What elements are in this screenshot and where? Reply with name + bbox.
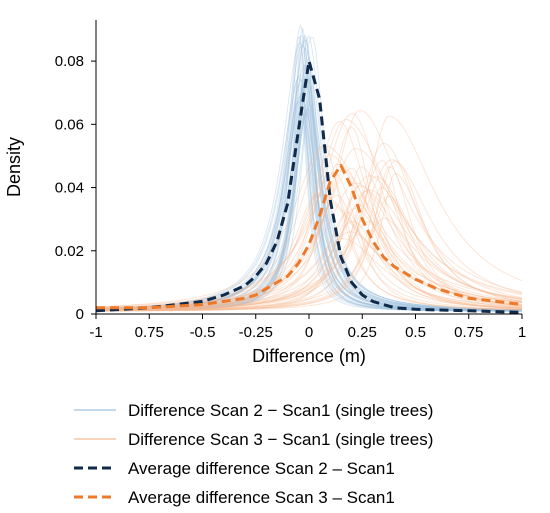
single-tree-line-scan3-30 xyxy=(96,160,522,311)
single-tree-line-scan2-31 xyxy=(96,111,522,312)
x-tick-label: -0.5 xyxy=(190,324,216,341)
y-tick-label: 0.02 xyxy=(55,243,84,260)
x-tick-label: -0.25 xyxy=(239,324,273,341)
single-tree-line-scan2-23 xyxy=(96,27,522,312)
legend-label: Difference Scan 3 − Scan1 (single trees) xyxy=(128,430,433,449)
single-tree-line-scan3-22 xyxy=(96,204,522,311)
single-tree-line-scan2-35 xyxy=(96,77,522,312)
single-tree-line-scan3-16 xyxy=(96,165,522,312)
x-tick-label: -1 xyxy=(89,324,102,341)
single-tree-line-scan3-20 xyxy=(96,211,522,311)
single-tree-line-scan2-29 xyxy=(96,110,522,312)
single-tree-line-scan2-38 xyxy=(96,36,522,312)
single-tree-line-scan2-21 xyxy=(96,112,522,312)
single-tree-line-scan3-38 xyxy=(96,160,522,311)
x-axis-title: Difference (m) xyxy=(252,346,366,366)
single-tree-line-scan3-13 xyxy=(96,154,522,311)
single-tree-line-scan2-4 xyxy=(96,109,522,312)
y-tick-label: 0.08 xyxy=(55,53,84,70)
single-tree-line-scan3-31 xyxy=(96,166,522,312)
single-tree-line-scan2-28 xyxy=(96,35,522,311)
single-tree-line-scan2-5 xyxy=(96,100,522,312)
single-tree-line-scan3-33 xyxy=(96,190,522,312)
scan3-single-tree-lines xyxy=(96,109,522,312)
single-tree-line-scan3-12 xyxy=(96,173,522,312)
y-tick-label: 0.06 xyxy=(55,116,84,133)
single-tree-line-scan3-24 xyxy=(96,115,522,311)
single-tree-line-scan3-37 xyxy=(96,194,522,311)
legend-label: Difference Scan 2 − Scan1 (single trees) xyxy=(128,401,433,420)
single-tree-line-scan2-3 xyxy=(96,76,522,311)
single-tree-line-scan2-11 xyxy=(96,83,522,312)
single-tree-line-scan3-34 xyxy=(96,118,522,308)
single-tree-line-scan3-18 xyxy=(96,237,522,312)
y-axis-title: Density xyxy=(4,137,24,197)
single-tree-line-scan2-36 xyxy=(96,46,522,311)
x-tick-label: 0 xyxy=(305,324,313,341)
average-scan2-line xyxy=(96,59,522,314)
x-tick-label: 0.75 xyxy=(135,324,164,341)
single-tree-line-scan3-23 xyxy=(96,176,522,312)
x-tick-label: 0.25 xyxy=(348,324,377,341)
single-tree-line-scan3-36 xyxy=(96,195,522,312)
legend-label: Average difference Scan 2 – Scan1 xyxy=(128,459,395,478)
single-tree-line-scan3-11 xyxy=(96,171,522,311)
single-tree-line-scan2-1 xyxy=(96,64,522,312)
single-tree-line-scan2-33 xyxy=(96,103,522,312)
single-tree-line-scan2-14 xyxy=(96,93,522,312)
y-tick-label: 0.04 xyxy=(55,180,84,197)
single-tree-line-scan2-24 xyxy=(96,74,522,312)
single-tree-line-scan2-37 xyxy=(96,55,522,312)
single-tree-line-scan2-32 xyxy=(96,83,522,312)
y-tick-label: 0 xyxy=(76,306,84,323)
average-scan3-line xyxy=(96,163,522,310)
single-tree-line-scan2-10 xyxy=(96,84,522,312)
single-tree-line-scan3-3 xyxy=(96,113,522,308)
single-tree-line-scan3-21 xyxy=(96,144,522,310)
single-tree-line-scan2-16 xyxy=(96,85,522,311)
legend: Difference Scan 2 − Scan1 (single trees)… xyxy=(74,401,433,507)
x-tick-label: 0.75 xyxy=(454,324,483,341)
single-tree-line-scan3-29 xyxy=(96,163,522,311)
legend-label: Average difference Scan 3 – Scan1 xyxy=(128,488,395,507)
single-tree-line-scan3-32 xyxy=(96,142,522,311)
single-tree-line-scan3-39 xyxy=(96,220,522,311)
axes: -1 0.75 -0.5 -0.25 0 0.25 0.5 0.75 1 0 0.02 0.04 0.0… xyxy=(55,20,526,341)
x-tick-label: 1 xyxy=(518,324,526,341)
x-tick-label: 0.5 xyxy=(405,324,426,341)
single-tree-line-scan3-27 xyxy=(96,194,522,311)
single-tree-line-scan3-10 xyxy=(96,220,522,311)
single-tree-line-scan2-39 xyxy=(96,87,522,312)
single-tree-line-scan3-25 xyxy=(96,186,522,312)
single-tree-line-scan3-1 xyxy=(96,185,522,312)
average-lines xyxy=(96,59,522,314)
single-tree-line-scan2-34 xyxy=(96,106,522,312)
single-tree-line-scan3-15 xyxy=(96,217,522,312)
single-tree-line-scan3-17 xyxy=(96,208,522,311)
single-tree-line-scan2-2 xyxy=(96,67,522,312)
